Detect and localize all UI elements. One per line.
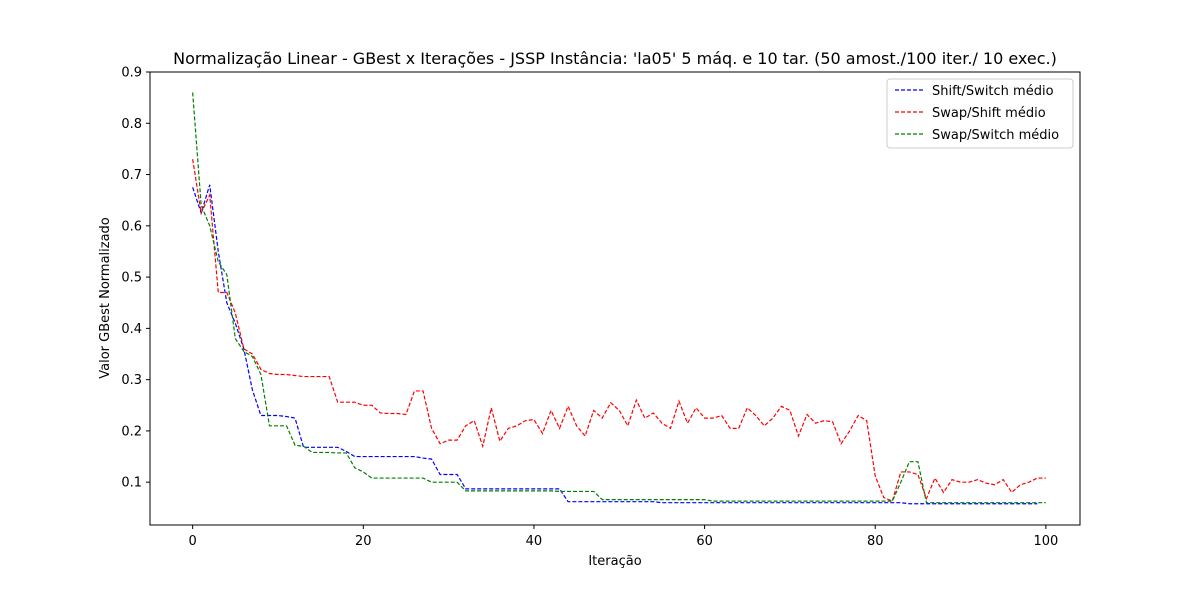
y-tick-label: 0.4: [121, 322, 142, 337]
y-tick-label: 0.5: [121, 271, 142, 286]
x-tick-label: 0: [189, 534, 197, 549]
legend-box: [886, 78, 1074, 149]
x-tick-label: 40: [526, 534, 543, 549]
y-tick-label: 0.2: [121, 424, 142, 439]
x-tick-label: 100: [1033, 534, 1058, 549]
series-line-3: [192, 92, 1046, 504]
y-tick-label: 0.6: [121, 219, 142, 234]
series-layer: [192, 92, 1046, 505]
x-tick-label: 60: [696, 534, 713, 549]
legend-label-2: Swap/Shift médio: [932, 106, 1046, 121]
x-axis: 0 20 40 60 80 100: [189, 525, 1058, 549]
legend-label-1: Shift/Switch médio: [932, 84, 1054, 99]
y-axis: 0.1 0.2 0.3 0.4 0.5 0.6 0.7 0.8 0.9: [121, 66, 150, 491]
x-axis-label: Iteração: [588, 554, 641, 569]
plot-frame: [149, 71, 1081, 526]
legend-label-3: Swap/Switch médio: [932, 128, 1059, 143]
y-tick-label: 0.3: [121, 373, 142, 388]
y-tick-label: 0.7: [121, 168, 142, 183]
x-tick-label: 20: [355, 534, 372, 549]
series-line-1: [192, 184, 1038, 505]
x-tick-label: 80: [867, 534, 884, 549]
y-tick-label: 0.9: [121, 66, 142, 81]
chart-title: Normalização Linear - GBest x Iterações …: [173, 49, 1057, 68]
y-tick-label: 0.8: [121, 117, 142, 132]
y-axis-label: Valor GBest Normalizado: [98, 217, 113, 379]
series-line-2: [192, 159, 1046, 502]
y-tick-label: 0.1: [121, 476, 142, 491]
legend: Shift/Switch médio Swap/Shift médio Swap/S…: [886, 78, 1074, 149]
